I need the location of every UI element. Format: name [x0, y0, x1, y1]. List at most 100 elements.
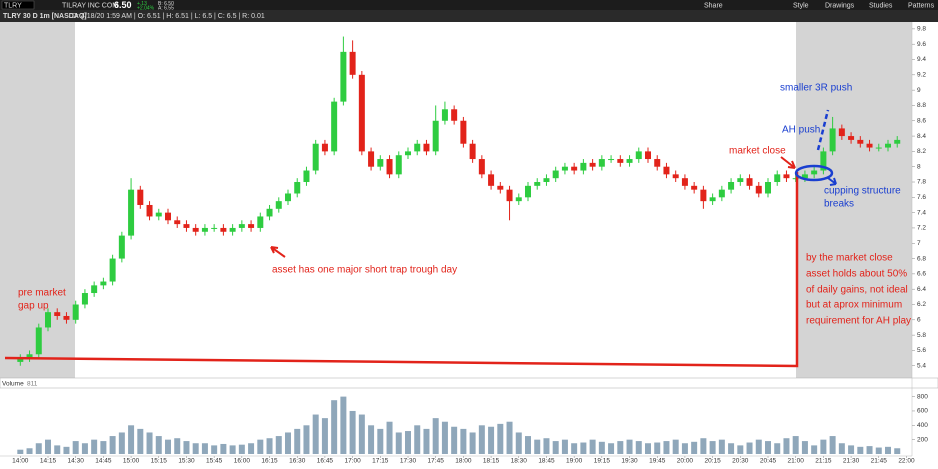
volume-bar	[81, 443, 88, 454]
patterns-button[interactable]: Patterns	[908, 2, 935, 9]
volume-bar	[220, 443, 227, 454]
volume-bar	[294, 428, 301, 454]
candle-body	[321, 143, 328, 152]
volume-bar	[54, 445, 61, 454]
volume-bar	[155, 436, 162, 454]
cup-circle	[794, 164, 834, 182]
volume-bar	[331, 400, 338, 454]
candle-body	[598, 159, 605, 167]
candle-body	[626, 159, 633, 163]
volume-bar	[303, 425, 310, 454]
candle-body	[414, 143, 421, 152]
x-tick-label: 16:15	[261, 458, 278, 464]
candle-body	[543, 178, 550, 183]
x-tick-label: 15:45	[206, 458, 223, 464]
candle-body	[72, 304, 79, 320]
y-tick-label: 8.2	[917, 148, 926, 155]
x-tick-label: 17:00	[344, 458, 361, 464]
volume-bar	[617, 441, 624, 454]
volume-bar	[571, 443, 578, 454]
x-tick-label: 21:15	[815, 458, 832, 464]
volume-bar	[755, 439, 762, 454]
candle-body	[128, 189, 135, 236]
volume-bar	[885, 446, 891, 454]
candle-body	[478, 159, 485, 175]
candle-body	[506, 189, 513, 202]
volume-bar	[312, 414, 319, 454]
volume-bar	[645, 443, 651, 454]
volume-bar	[358, 414, 365, 454]
volume-bar	[838, 443, 845, 454]
volume-bar	[681, 443, 688, 454]
y-tick-label: 5.6	[917, 347, 926, 354]
y-tick-label: 9.4	[917, 56, 926, 63]
x-tick-label: 22:00	[898, 458, 915, 464]
share-button[interactable]: Share	[704, 2, 723, 9]
reference-line	[4, 172, 799, 368]
volume-header	[0, 377, 938, 389]
x-tick-label: 21:30	[843, 458, 860, 464]
candle-body	[765, 182, 771, 194]
candle-body	[515, 197, 522, 202]
info-bar	[0, 10, 938, 22]
candle-body	[248, 224, 255, 228]
trap-arrow	[270, 246, 286, 258]
volume-bar	[709, 441, 716, 454]
candle-body	[875, 147, 882, 149]
volume-tick-label: 800	[917, 393, 928, 400]
candle-body	[469, 143, 476, 160]
candle-body	[377, 159, 384, 167]
x-tick-label: 19:15	[594, 458, 611, 464]
volume-bar	[72, 441, 79, 454]
candle-body	[266, 208, 273, 217]
x-tick-label: 20:15	[704, 458, 721, 464]
volume-bar	[894, 448, 901, 454]
volume-bar	[91, 439, 98, 454]
candle-body	[275, 201, 282, 209]
candle-body	[155, 212, 162, 217]
y-tick-label: 6.4	[917, 286, 926, 293]
candle-body	[285, 193, 291, 202]
candle-body	[885, 143, 891, 148]
y-tick-label: 6.6	[917, 271, 926, 278]
volume-bar	[146, 432, 153, 454]
volume-bar	[321, 418, 328, 454]
drawings-button[interactable]: Drawings	[825, 2, 855, 9]
candle-body	[451, 109, 458, 121]
premarket-shade	[0, 22, 75, 378]
volume-bar	[783, 438, 790, 454]
candle-body	[165, 212, 171, 221]
volume-bar	[128, 425, 135, 454]
style-button[interactable]: Style	[793, 2, 809, 9]
y-tick-label: 7.6	[917, 194, 926, 201]
annotation: breaks	[824, 199, 854, 210]
volume-bar	[488, 426, 495, 454]
candle-body	[525, 185, 531, 198]
candle-body	[91, 285, 98, 294]
y-tick-label: 6.2	[917, 301, 926, 308]
candle-body	[118, 235, 125, 259]
candle-body	[654, 159, 661, 167]
candle-body	[894, 139, 901, 144]
candle-body	[368, 151, 375, 167]
candle-body	[26, 354, 33, 359]
studies-button[interactable]: Studies	[869, 2, 893, 9]
candle-body	[303, 170, 310, 183]
volume-bar	[608, 443, 615, 454]
volume-bar	[35, 443, 42, 454]
candle-body	[728, 182, 735, 190]
candle-body	[635, 151, 642, 160]
symbol-box[interactable]	[1, 0, 35, 10]
volume-reading: 811	[27, 381, 38, 388]
candle-body	[386, 159, 393, 175]
volume-bar	[746, 442, 753, 454]
candle-body	[238, 224, 245, 228]
candle-body	[709, 197, 716, 202]
volume-bar	[525, 436, 531, 454]
x-tick-label: 19:30	[621, 458, 638, 464]
y-tick-label: 7.8	[917, 179, 926, 186]
candle-body	[63, 315, 70, 320]
volume-bar	[211, 445, 218, 454]
x-tick-label: 16:30	[289, 458, 306, 464]
candle-body	[137, 189, 144, 205]
